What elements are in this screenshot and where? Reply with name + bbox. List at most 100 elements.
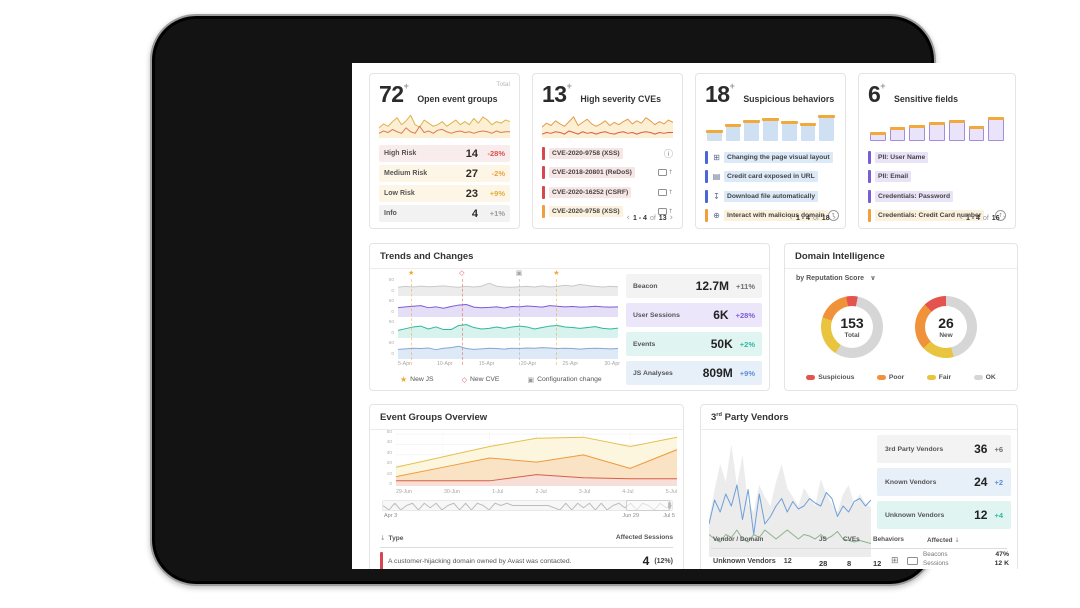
credit-card-icon: ▤ <box>712 172 721 181</box>
cve-list-item[interactable]: CVE-2020-16252 (CSRF) ↑ <box>542 184 673 200</box>
fair-chip <box>926 375 936 380</box>
pagination: ‹ 1 - 4 of 18 › <box>790 213 836 223</box>
stat-delta: +11% <box>736 281 755 291</box>
arrow-up-icon: ↑ <box>667 208 673 215</box>
field-label: Credentials: Credit Card number <box>875 210 985 221</box>
title-ordinal: rd <box>716 412 722 418</box>
y-tick: 0 <box>389 481 392 487</box>
config-icon: ▣ <box>527 375 535 384</box>
download-icon: ↧ <box>713 191 720 201</box>
brush-selection[interactable] <box>625 500 671 511</box>
card-header: 72+ Open event groups Total <box>379 81 510 109</box>
next-page-icon[interactable]: › <box>832 213 836 223</box>
stat-delta: +28% <box>735 310 755 320</box>
marker-config-icon: ▣ <box>515 269 523 277</box>
stat-beacon[interactable]: Beacon 12.7M +11% <box>626 274 762 298</box>
expand-icon[interactable]: ↑ <box>995 210 1006 221</box>
field-list-item[interactable]: Credentials: Password <box>868 188 1006 204</box>
page-of: of <box>982 214 989 222</box>
stat-delta: +9% <box>739 368 755 378</box>
next-page-icon[interactable]: › <box>669 213 673 223</box>
reputation-score-dropdown[interactable]: by Reputation Score ∨ <box>796 274 876 282</box>
bar <box>870 131 886 141</box>
stat-third-party-vendors[interactable]: 3rd Party Vendors 36 +6 <box>877 435 1011 463</box>
risk-delta: +1% <box>489 209 505 218</box>
x-tick: 15-Apr <box>478 361 495 367</box>
prev-page-icon[interactable]: ‹ <box>959 213 963 223</box>
page-range: 1 - 4 <box>632 214 647 222</box>
vendor-behaviors-count: 12 <box>873 559 882 568</box>
event-group-row[interactable]: A customer-hijacking domain owned by Ava… <box>380 552 673 569</box>
behavior-list-item[interactable]: ⊞ Changing the page visual layout <box>705 149 836 165</box>
stat-events[interactable]: Events 50K +2% <box>626 332 762 356</box>
bar-cap <box>948 120 965 124</box>
legend-label: Configuration change <box>537 376 602 383</box>
x-tick: 4-Jul <box>622 489 634 495</box>
field-list-item[interactable]: Credentials: Credit Card number ↑ <box>868 208 1006 224</box>
brush-handle[interactable] <box>667 502 671 509</box>
stat-user-sessions[interactable]: User Sessions 6K +28% <box>626 303 762 327</box>
field-list-item[interactable]: PII: User Name <box>868 149 1006 165</box>
behaviors-column-header[interactable]: Behaviors <box>873 536 904 543</box>
cves-column-header[interactable]: CVEs <box>843 536 860 543</box>
behavior-list-item[interactable]: ↧ Download file automatically <box>705 188 836 204</box>
card-header: 13+ High severity CVEs <box>542 81 673 109</box>
behavior-list-item[interactable]: ⊕ Interact with malicious domain ↑ <box>705 208 839 224</box>
comment-arrow-icon <box>906 557 918 565</box>
bar-cap <box>929 121 945 125</box>
stat-delta: +6 <box>994 444 1003 454</box>
stat-delta: +2 <box>994 477 1003 487</box>
info-icon[interactable]: ⓘ <box>663 149 673 160</box>
affected-sessions-percent: (12%) <box>654 557 673 565</box>
comment-bubble <box>657 188 667 196</box>
risk-row-low[interactable]: Low Risk 23 +9% <box>379 185 510 202</box>
prev-page-icon[interactable]: ‹ <box>626 213 630 223</box>
cve-list-item[interactable]: CVE-2020-9758 (XSS) ⓘ <box>542 145 673 161</box>
x-tick: 5-Jul <box>665 489 677 495</box>
behavior-list-item[interactable]: ▤ Credit card exposed in URL <box>705 169 836 185</box>
event-groups-stacked-chart <box>396 432 677 486</box>
bar <box>929 121 945 141</box>
severity-bar <box>380 552 383 569</box>
comment-arrow-icon[interactable]: ↑ <box>657 208 673 215</box>
behavior-label: Interact with malicious domain <box>724 210 828 221</box>
js-column-header[interactable]: JS <box>819 536 827 543</box>
stat-js-analyses[interactable]: JS Analyses 809M +9% <box>626 361 762 385</box>
vendor-row-name[interactable]: Unknown Vendors 12 <box>713 556 792 565</box>
affected-column-header[interactable]: Affected ↓ <box>927 536 963 544</box>
vendor-column-header[interactable]: Vendor / Domain <box>713 536 764 543</box>
star-icon: ★ <box>400 375 408 384</box>
kpi-title: High severity CVEs <box>580 94 661 104</box>
cve-list-item[interactable]: CVE-2020-9758 (XSS) ↑ <box>542 204 673 220</box>
poor-chip <box>876 375 886 380</box>
stat-value: 6K <box>713 308 729 322</box>
risk-row-info[interactable]: Info 4 +1% <box>379 205 510 222</box>
sessions-column-header[interactable]: Affected Sessions <box>615 534 673 541</box>
prev-page-icon[interactable]: ‹ <box>789 213 793 223</box>
stat-unknown-vendors[interactable]: Unknown Vendors 12 +4 <box>877 501 1011 529</box>
field-list-item[interactable]: PII: Email <box>868 169 1006 185</box>
comment-bubble <box>657 208 667 215</box>
bar <box>948 120 965 141</box>
bar <box>762 118 779 141</box>
behavior-label: Changing the page visual layout <box>724 151 833 163</box>
expand-icon[interactable]: ↑ <box>827 210 839 221</box>
y-tick: 50 <box>388 341 394 346</box>
time-range-brush[interactable] <box>382 500 673 511</box>
stat-known-vendors[interactable]: Known Vendors 24 +2 <box>877 468 1011 496</box>
comment-arrow-icon[interactable]: ↑ <box>657 169 673 176</box>
cve-list-item[interactable]: CVE-2018-20801 (ReDoS) ↑ <box>542 165 673 181</box>
stat-value: 809M <box>702 366 733 380</box>
events-trend-chart <box>398 322 618 338</box>
y-tick: 10 <box>386 471 392 477</box>
bar <box>988 117 1005 141</box>
risk-row-medium[interactable]: Medium Risk 27 -2% <box>379 165 510 182</box>
type-column-header[interactable]: ↓ Type <box>380 534 403 542</box>
bar-cap <box>706 129 723 133</box>
kpi-value: 13 <box>542 81 567 107</box>
comment-arrow-icon[interactable]: ↑ <box>657 188 673 196</box>
next-page-icon[interactable]: › <box>1002 213 1006 223</box>
kpi-title: Open event groups <box>417 94 498 104</box>
risk-row-high[interactable]: High Risk 14 -28% <box>379 145 510 162</box>
